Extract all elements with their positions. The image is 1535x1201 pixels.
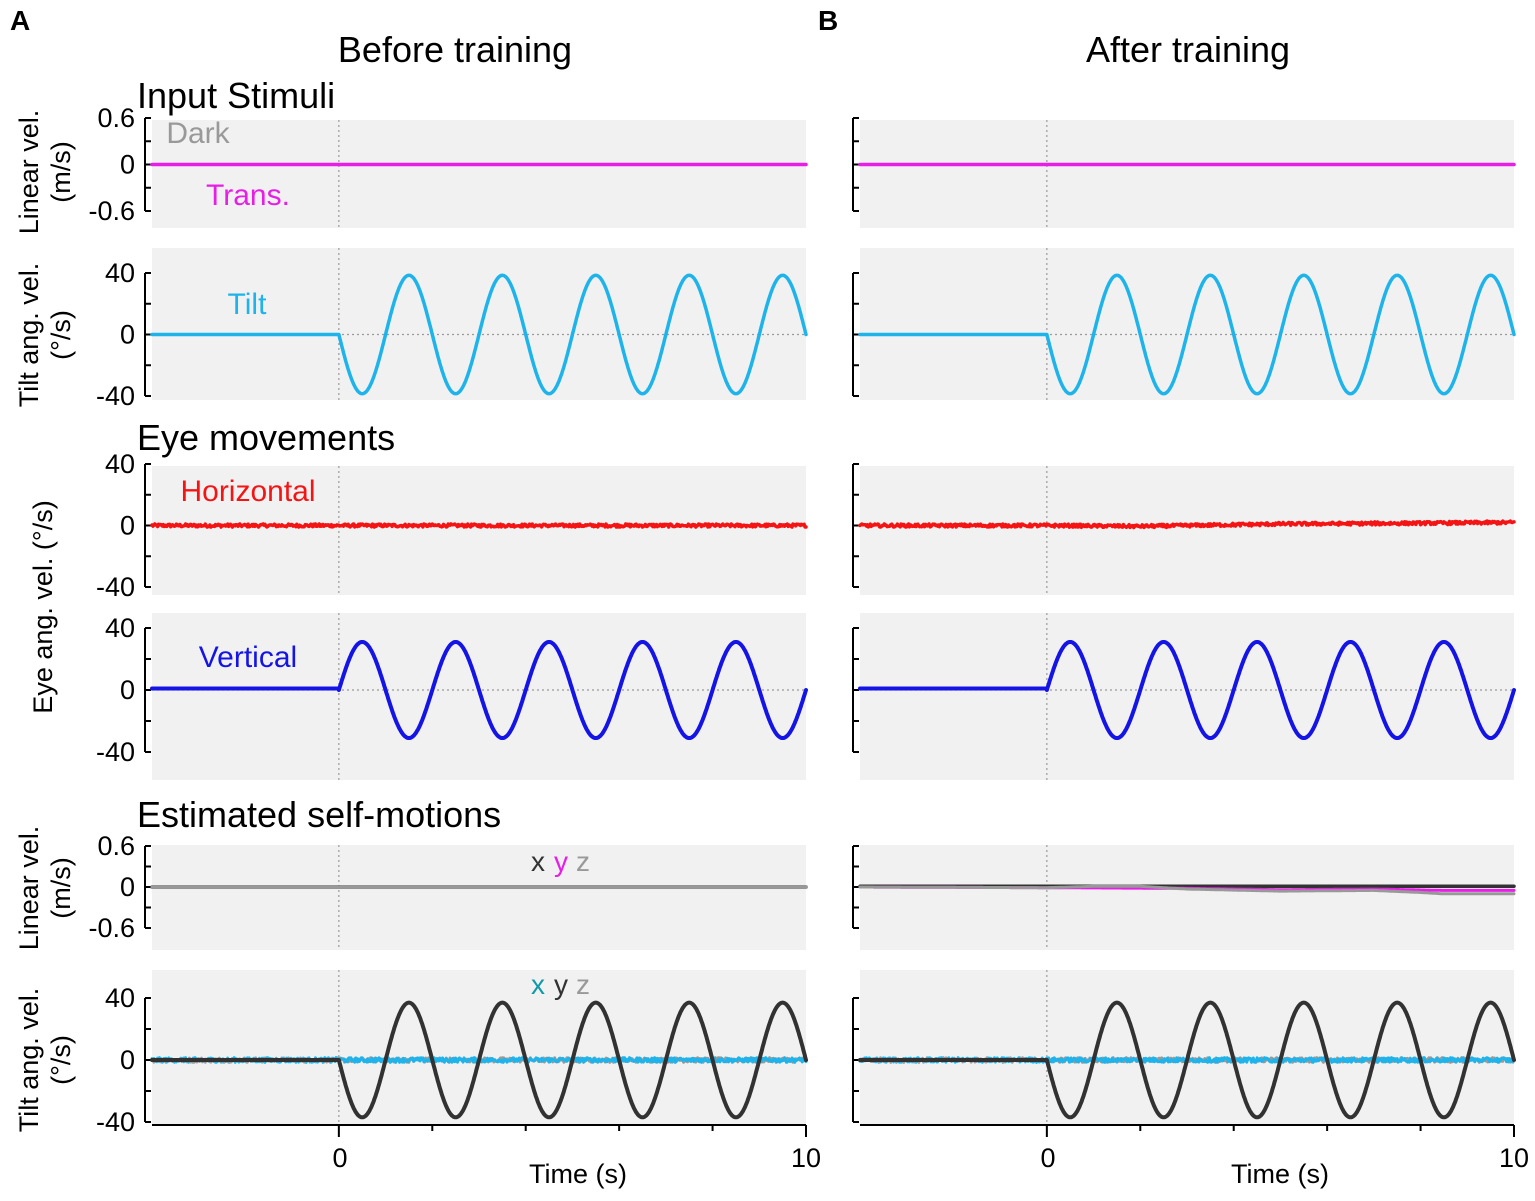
xyz-legend-linear: x y z <box>531 846 590 877</box>
panel-a-row2-y-tick-label: 0 <box>120 320 135 350</box>
xyz-linear-y: y <box>554 846 568 877</box>
panel-a-row5-y-tick-label: -0.6 <box>88 913 135 943</box>
panel-letter-b: B <box>818 5 838 36</box>
panel-b-row3-background <box>860 466 1514 595</box>
xlabel-b: Time (s) <box>1231 1159 1329 1189</box>
ylabel-tilt-top-line2: (°/s) <box>46 310 76 360</box>
ylabel-linear-top-line2: (m/s) <box>46 141 76 202</box>
panel-a-row2: -40 0 40 <box>96 248 808 411</box>
panel-a-row3: -40 0 40 <box>96 449 808 602</box>
section-title-estimated: Estimated self-motions <box>137 794 501 835</box>
panel-a-row1-background <box>152 120 806 228</box>
label-horizontal: Horizontal <box>180 475 315 508</box>
panel-a-row3-background <box>152 466 806 595</box>
xyz-linear-x: x <box>531 846 545 877</box>
label-dark: Dark <box>166 117 230 150</box>
ylabel-eye: Eye ang. vel. (°/s) <box>28 500 58 713</box>
panel-b-row2-background <box>860 248 1514 400</box>
panel-b-row6 <box>852 970 1516 1137</box>
xtick-b-10: 10 <box>1499 1143 1529 1173</box>
panel-a-row1: -0.6 0 0.6 <box>88 103 808 228</box>
panel-a-row5: -0.6 0 0.6 <box>88 831 808 950</box>
panel-a-row3-series-horizontal <box>150 522 808 529</box>
panel-b-row5 <box>852 845 1516 950</box>
column-title-after: After training <box>1086 29 1290 70</box>
xtick-a-0: 0 <box>332 1143 347 1173</box>
panel-a-row4-y-tick-label: 0 <box>120 675 135 705</box>
panel-b-row6-background <box>860 970 1514 1125</box>
ylabel-linear-bottom: Linear vel. (m/s) <box>14 826 76 951</box>
panel-a-row4-series-vertical <box>150 640 808 740</box>
panel-a-row2-series-tilt <box>150 273 808 396</box>
panel-b-row1-background <box>860 120 1514 228</box>
panel-a-row4-y-tick-label: -40 <box>96 737 135 767</box>
panel-a-row1-y-tick-label: 0.6 <box>97 103 135 133</box>
xtick-a-10: 10 <box>791 1143 821 1173</box>
ylabel-linear-bottom-line2: (m/s) <box>46 857 76 918</box>
panel-a-row5-y-tick-label: 0 <box>120 872 135 902</box>
xlabel-a: Time (s) <box>529 1159 627 1189</box>
panel-a-row6: -40 0 40 <box>96 970 808 1137</box>
xyz-tilt-y: y <box>554 969 568 1000</box>
panel-b-row3-series-horizontal <box>858 519 1516 530</box>
panel-a-row2-background <box>152 248 806 400</box>
section-title-input: Input Stimuli <box>137 75 335 116</box>
ylabel-tilt-top-line1: Tilt ang. vel. <box>14 263 44 408</box>
xyz-tilt-z: z <box>576 969 590 1000</box>
panel-letter-a: A <box>10 5 30 36</box>
panel-b-row1 <box>852 117 1516 228</box>
ylabel-tilt-bottom-line2: (°/s) <box>46 1035 76 1085</box>
panel-a-row6-y-tick-label: 0 <box>120 1045 135 1075</box>
panel-a-row6-background <box>152 970 806 1125</box>
panel-b-row2 <box>852 248 1516 400</box>
panel-a-row5-background <box>152 845 806 950</box>
panel-a-row3-y-tick-label: 0 <box>120 511 135 541</box>
panel-a-row3-y-tick-label: -40 <box>96 572 135 602</box>
panel-a-row6-series-x <box>150 1000 808 1120</box>
ylabel-tilt-bottom: Tilt ang. vel. (°/s) <box>14 988 76 1133</box>
panel-a-row6-y-tick-label: -40 <box>96 1107 135 1137</box>
panel-a-row2-y-tick-label: 40 <box>105 258 135 288</box>
xtick-b-0: 0 <box>1040 1143 1055 1173</box>
panel-b-row4 <box>852 613 1516 780</box>
panel-a-row4: -40 0 40 <box>96 613 808 780</box>
panel-b-row4-series-vertical <box>858 640 1516 740</box>
panel-b-row3 <box>852 463 1516 595</box>
ylabel-linear-bottom-line1: Linear vel. <box>14 826 44 951</box>
panel-a-row2-y-tick-label: -40 <box>96 381 135 411</box>
ylabel-eye-text: Eye ang. vel. (°/s) <box>28 500 58 713</box>
panel-b-row5-background <box>860 845 1514 950</box>
panel-grid: -0.6 0 0.6 -40 0 40 -40 0 40 -40 0 40 -0.6 0 0.6 -40 0 40 <box>88 103 1516 1137</box>
ylabel-linear-top: Linear vel. (m/s) <box>14 110 76 235</box>
ylabel-tilt-bottom-line1: Tilt ang. vel. <box>14 988 44 1133</box>
label-tilt: Tilt <box>228 288 268 321</box>
label-vertical: Vertical <box>199 641 297 674</box>
xyz-tilt-x: x <box>531 969 545 1000</box>
panel-b-row6-series-x <box>858 1000 1516 1120</box>
panel-a-row4-y-tick-label: 40 <box>105 613 135 643</box>
panel-b-row2-series-tilt <box>858 273 1516 396</box>
panel-a-row5-y-tick-label: 0.6 <box>97 831 135 861</box>
panel-a-row6-y-tick-label: 40 <box>105 983 135 1013</box>
panel-b-row5-series-y <box>858 884 1516 896</box>
panel-a-row3-y-tick-label: 40 <box>105 449 135 479</box>
label-trans: Trans. <box>206 179 290 212</box>
xyz-legend-tilt: x y z <box>531 969 590 1000</box>
column-title-before: Before training <box>338 29 572 70</box>
section-title-eye: Eye movements <box>137 417 395 458</box>
panel-a-row1-y-tick-label: 0 <box>120 150 135 180</box>
ylabel-linear-top-line1: Linear vel. <box>14 110 44 235</box>
ylabel-tilt-top: Tilt ang. vel. (°/s) <box>14 263 76 408</box>
xyz-linear-z: z <box>576 846 590 877</box>
panel-a-row1-y-tick-label: -0.6 <box>88 196 135 226</box>
